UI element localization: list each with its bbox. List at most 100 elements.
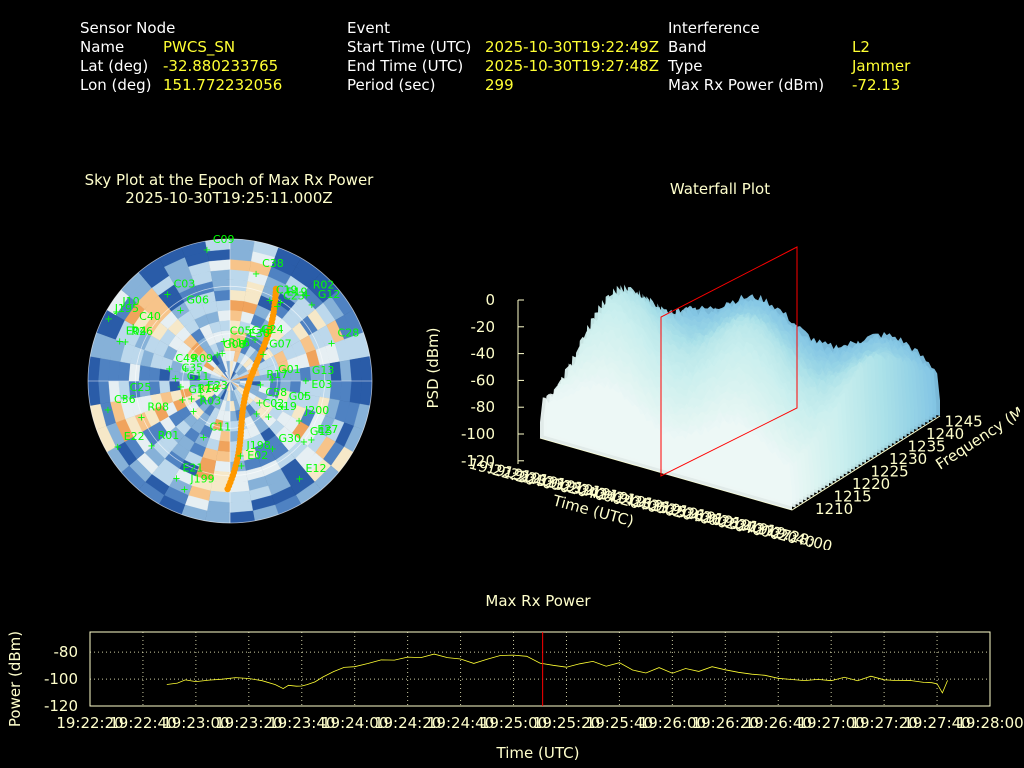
sky-satellite-label: J195: [114, 302, 139, 315]
sky-satellite-label: C43: [252, 324, 274, 337]
sky-satellite-marker: +: [197, 391, 205, 402]
sky-satellite-label: E30: [249, 327, 270, 340]
sky-satellite-label: C02: [263, 397, 285, 410]
sky-satellite-marker: +: [251, 335, 259, 346]
interference-block: Interference Band L2 Type Jammer Max Rx Po…: [668, 19, 910, 95]
sky-plot-epoch: 2025-10-30T19:25:11.000Z: [125, 189, 333, 207]
sensor-name-label: Name: [80, 38, 125, 56]
waterfall-z-tick-label: -40: [471, 345, 496, 363]
interference-power-label: Max Rx Power (dBm): [668, 76, 825, 94]
power-x-tick-label: 19:22:40: [109, 714, 176, 732]
sky-satellite-label: R03: [199, 395, 221, 408]
sensor-name-value: PWCS_SN: [163, 38, 236, 56]
power-series-line: [166, 653, 948, 694]
event-start-label: Start Time (UTC): [347, 38, 472, 56]
sky-satellite-label: G08: [223, 338, 246, 351]
sky-satellite-marker: +: [137, 413, 145, 424]
sky-satellite-label: G15: [310, 425, 333, 438]
sky-satellite-marker: +: [259, 349, 267, 360]
sky-cell: [229, 309, 243, 322]
interference-band-label: Band: [668, 38, 707, 56]
sky-satellite-label: C09: [213, 233, 235, 246]
sky-satellite-marker: +: [256, 380, 264, 391]
waterfall-z-tick-label: -80: [471, 398, 496, 416]
interference-type-label: Type: [668, 57, 703, 75]
sky-satellite-marker: +: [199, 432, 207, 443]
sky-satellite-label: G05: [289, 390, 312, 403]
event-end-label: End Time (UTC): [347, 57, 464, 75]
waterfall-freq-tick-label: 1240: [926, 425, 964, 443]
sky-satellite-label: G30: [279, 432, 302, 445]
sky-cell: [138, 364, 151, 382]
sky-satellite-label: J10: [121, 295, 139, 308]
sky-satellite-marker: +: [163, 290, 171, 301]
sky-satellite-label: G24: [261, 323, 284, 336]
sky-cell: [212, 279, 231, 292]
sky-cell: [215, 450, 231, 463]
sky-plot: +G08+G05+J195+C35+E27+J199+C11+R26+C40+R…: [87, 233, 373, 524]
sky-satellite-label: G11: [187, 370, 210, 383]
sky-satellite-marker: +: [327, 338, 335, 349]
sky-cell: [217, 440, 231, 453]
sky-satellite-marker: +: [295, 474, 303, 485]
waterfall-z-tick-label: 0: [485, 291, 495, 309]
power-chart: 19:22:2019:22:4019:23:0019:23:2019:23:40…: [6, 631, 1024, 762]
power-x-tick-label: 19:27:20: [850, 714, 917, 732]
sky-satellite-marker: +: [266, 295, 274, 306]
sky-cell: [229, 289, 247, 302]
sky-satellite-label: R10: [197, 382, 219, 395]
power-y-tick-label: -80: [54, 643, 79, 661]
sky-satellite-marker: +: [268, 375, 276, 386]
sky-satellite-marker: +: [295, 416, 303, 427]
sky-satellite-label: G13: [312, 364, 335, 377]
sky-cell: [219, 319, 231, 332]
sky-cell: [217, 309, 231, 322]
sky-cell: [229, 259, 252, 272]
sky-satellite-marker: +: [220, 336, 228, 347]
sky-satellite-label: J200: [304, 404, 329, 417]
sky-satellite-label: C25: [130, 381, 152, 394]
power-y-tick-label: -120: [44, 697, 78, 715]
interference-title: Interference: [668, 19, 760, 37]
power-x-tick-label: 19:26:00: [639, 714, 706, 732]
sky-satellite-label: G12: [318, 288, 341, 301]
power-x-tick-label: 19:27:40: [903, 714, 970, 732]
event-block: Event Start Time (UTC) 2025-10-30T19:22:4…: [347, 19, 659, 95]
sky-cell: [229, 299, 245, 312]
sky-cell: [208, 259, 231, 272]
sky-cell: [213, 460, 231, 473]
sky-satellite-marker: +: [303, 290, 311, 301]
power-y-label: Power (dBm): [6, 631, 24, 727]
sky-satellite-marker: +: [165, 364, 173, 375]
waterfall-title: Waterfall Plot: [669, 180, 771, 198]
power-x-tick-label: 19:25:40: [586, 714, 653, 732]
sky-satellite-label: J199: [189, 472, 214, 485]
sky-satellite-label: E04: [126, 324, 147, 337]
sky-satellite-label: R08: [147, 401, 169, 414]
sky-cell: [208, 490, 231, 503]
sky-satellite-label: E23: [207, 379, 228, 392]
sky-cell: [118, 361, 131, 382]
sky-satellite-label: E02: [247, 449, 268, 462]
sky-satellite-label: C40: [139, 310, 161, 323]
sky-satellite-marker: +: [300, 437, 308, 448]
power-x-tick-label: 19:23:20: [215, 714, 282, 732]
waterfall-freq-tick-label: 1210: [815, 500, 853, 518]
interference-band-value: L2: [852, 38, 870, 56]
sky-satellite-marker: +: [255, 398, 263, 409]
sky-satellite-label: G17: [188, 383, 211, 396]
sky-satellite-label: R16: [228, 336, 250, 349]
waterfall-z-tick-label: -100: [461, 425, 495, 443]
sky-satellite-label: C05: [230, 324, 252, 337]
sky-satellite-label: C58: [265, 386, 287, 399]
sensor-lat-label: Lat (deg): [80, 57, 149, 75]
power-x-tick-label: 19:24:20: [374, 714, 441, 732]
sky-satellite-marker: +: [147, 441, 155, 452]
sky-satellite-label: C35: [181, 362, 203, 375]
sky-satellite-marker: +: [252, 269, 260, 280]
sky-satellite-label: E19: [287, 286, 308, 299]
sky-satellite-marker: +: [181, 364, 189, 375]
power-x-label: Time (UTC): [496, 744, 580, 762]
sky-satellite-label: C28: [338, 326, 360, 339]
